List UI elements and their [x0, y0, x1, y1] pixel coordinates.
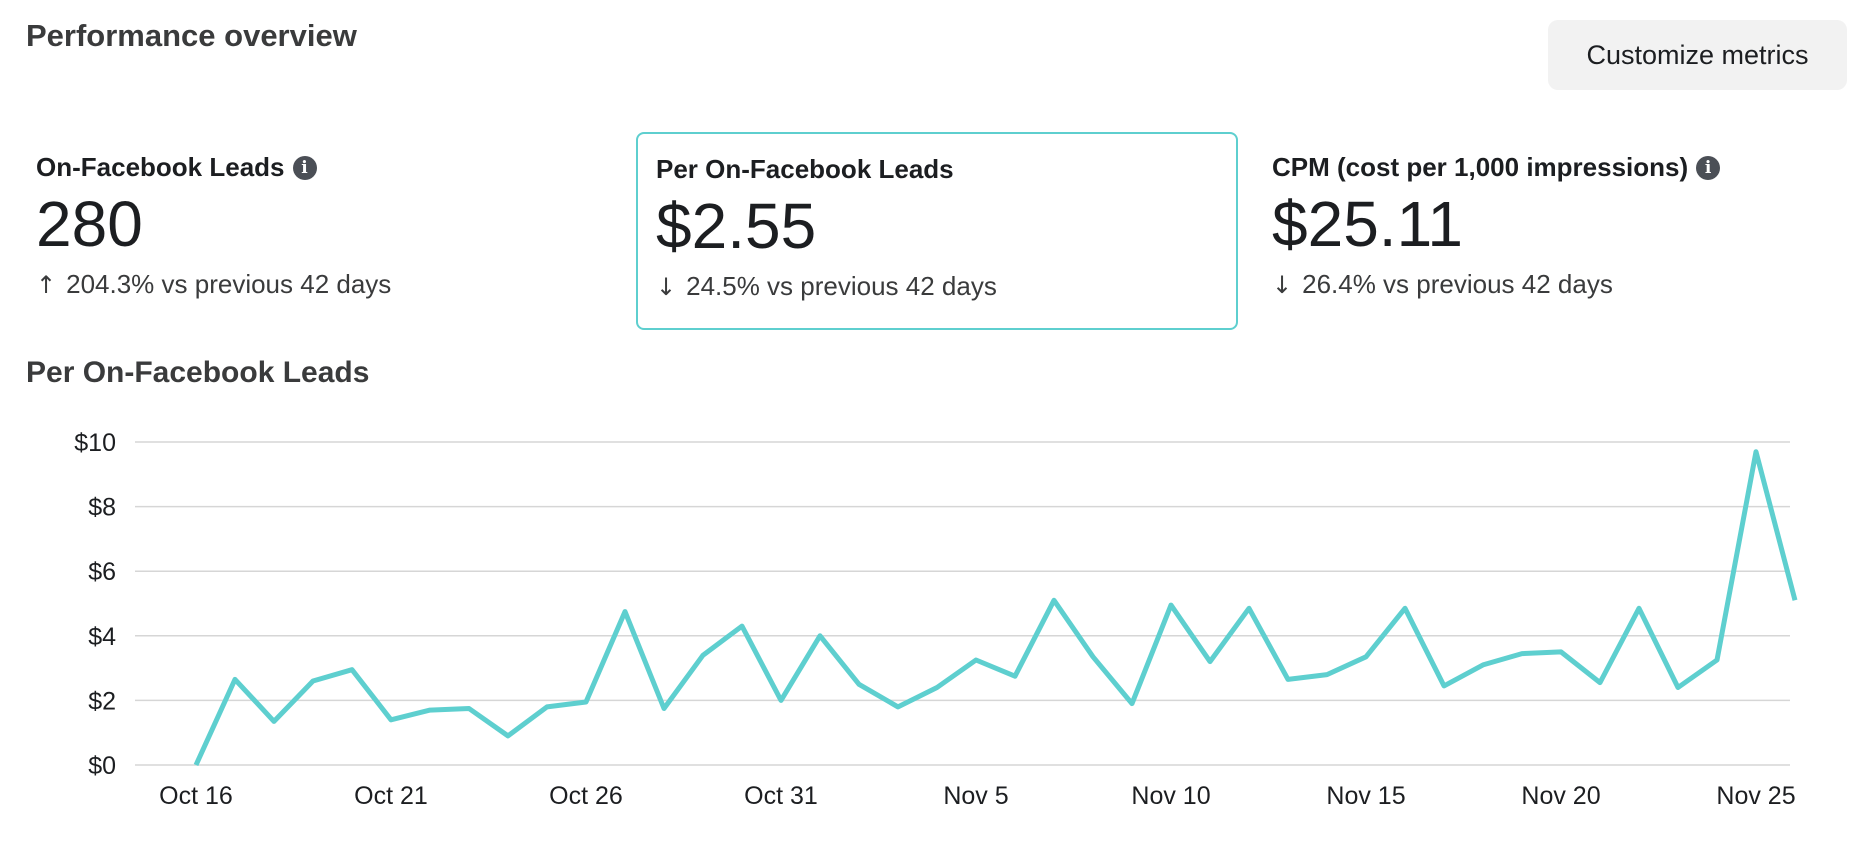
page-title: Performance overview	[26, 18, 357, 53]
y-tick-label: $8	[88, 494, 116, 522]
y-tick-label: $0	[88, 752, 116, 780]
y-axis: $0 $2 $4 $6 $8 $10	[74, 429, 116, 780]
x-tick-label: Nov 20	[1521, 782, 1600, 810]
info-icon[interactable]: i	[292, 155, 317, 180]
series-line[interactable]	[193, 449, 1798, 767]
y-tick-label: $2	[88, 687, 116, 715]
metric-label-text: CPM (cost per 1,000 impressions)	[1272, 152, 1689, 182]
metric-value: $25.11	[1272, 188, 1463, 260]
x-tick-label: Oct 16	[159, 782, 233, 810]
y-tick-label: $6	[88, 558, 116, 586]
chart-grid	[135, 441, 1790, 766]
metric-label-text: Per On-Facebook Leads	[656, 154, 954, 184]
x-axis: Oct 16 Oct 21 Oct 26 Oct 31 Nov 5 Nov 10 Nov 1…	[159, 782, 1795, 810]
plot-area	[193, 449, 1798, 767]
x-tick-label: Nov 15	[1326, 782, 1405, 810]
metric-delta: ↓ 24.5% vs previous 42 days	[656, 271, 1218, 302]
x-tick-label: Nov 5	[943, 782, 1008, 810]
metric-delta-text: 26.4% vs previous 42 days	[1302, 269, 1613, 300]
x-tick-label: Oct 21	[354, 782, 428, 810]
metric-label: Per On-Facebook Leads	[656, 154, 1218, 185]
metric-card-leads[interactable]: On-Facebook Leads i 280 ↑ 204.3% vs prev…	[18, 132, 620, 330]
metric-delta-text: 24.5% vs previous 42 days	[686, 271, 997, 302]
metric-card-cost-per-lead[interactable]: Per On-Facebook Leads $2.55 ↓ 24.5% vs p…	[636, 132, 1238, 330]
metric-card-cpm[interactable]: CPM (cost per 1,000 impressions) i $25.1…	[1254, 132, 1856, 330]
y-tick-label: $10	[74, 429, 116, 457]
metric-delta: ↓ 26.4% vs previous 42 days	[1272, 269, 1838, 300]
metric-label-text: On-Facebook Leads	[36, 152, 285, 182]
x-tick-label: Nov 25	[1716, 782, 1795, 810]
metric-value: 280	[36, 188, 143, 260]
x-tick-label: Oct 26	[549, 782, 623, 810]
metric-delta: ↑ 204.3% vs previous 42 days	[36, 269, 602, 300]
arrow-up-icon: ↑	[36, 270, 57, 299]
info-icon[interactable]: i	[1696, 155, 1721, 180]
metric-value: $2.55	[656, 190, 817, 262]
y-tick-label: $4	[88, 623, 116, 651]
arrow-down-icon: ↓	[1272, 270, 1293, 299]
metric-label: CPM (cost per 1,000 impressions) i	[1272, 152, 1838, 183]
chart-title: Per On-Facebook Leads	[26, 356, 370, 389]
x-tick-label: Oct 31	[744, 782, 818, 810]
metric-delta-text: 204.3% vs previous 42 days	[66, 269, 392, 300]
line-chart: $0 $2 $4 $6 $8 $10 Oct 16 Oct 21 Oct 26 Oct 31 No…	[74, 429, 1798, 810]
x-tick-label: Nov 10	[1131, 782, 1210, 810]
arrow-down-icon: ↓	[656, 272, 677, 301]
customize-metrics-button[interactable]: Customize metrics	[1548, 20, 1847, 90]
metric-label: On-Facebook Leads i	[36, 152, 602, 183]
